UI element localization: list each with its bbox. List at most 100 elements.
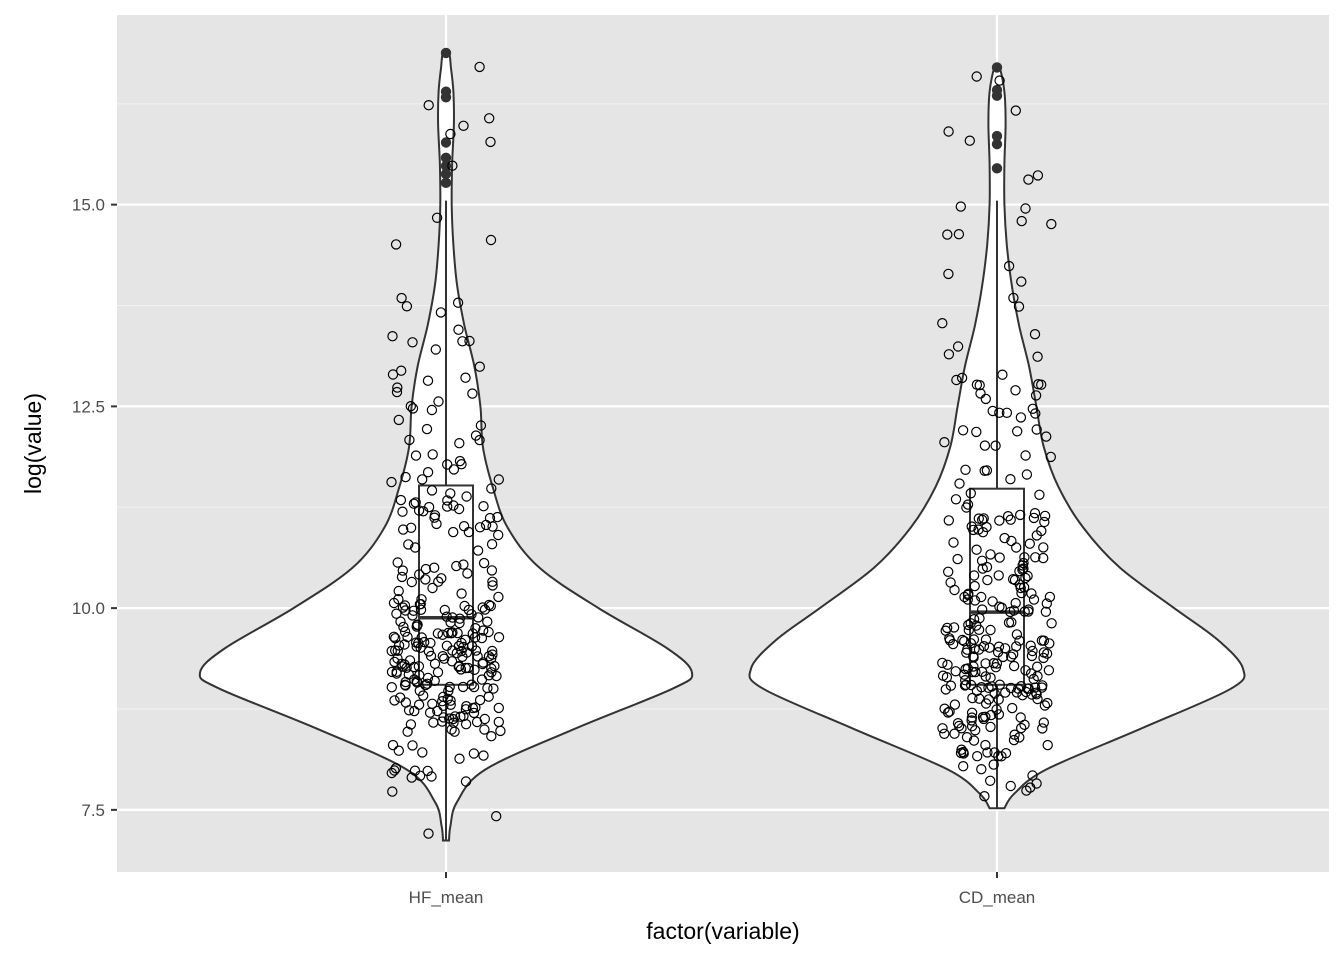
jitter-point [968,634,980,645]
jitter-point [395,692,406,703]
jitter-point [982,747,993,758]
jitter-point [492,511,503,523]
jitter-point [486,483,497,494]
jitter-point [458,521,470,532]
jitter-point [426,404,438,416]
jitter-point [444,681,455,693]
jitter-point [1006,651,1017,663]
jitter-point [968,652,979,663]
jitter-point [1020,203,1031,214]
y-tick-label: 7.5 [81,801,105,820]
jitter-point [460,634,471,646]
jitter-point [413,699,425,710]
jitter-point [1025,668,1037,679]
jitter-point [393,640,405,651]
jitter-point [493,474,504,485]
jitter-point [996,602,1008,613]
jitter-point [474,694,486,706]
jitter-point [1046,218,1057,230]
jitter-point [467,388,478,399]
jitter-point [964,135,976,146]
jitter-point [407,610,418,621]
jitter-point [969,580,980,592]
jitter-point [1038,652,1049,664]
jitter-point [994,407,1005,418]
jitter-point [389,765,400,776]
jitter-point [485,600,496,612]
jitter-point [386,645,397,657]
jitter-point [445,128,456,140]
jitter-point [986,681,997,692]
jitter-point [387,331,398,342]
jitter-point [452,297,464,308]
jitter-point [987,596,998,607]
jitter-point [972,751,983,762]
jitter-point [942,659,953,671]
jitter-point [1019,719,1030,731]
jitter-point [460,776,472,787]
jitter-point [1030,390,1042,401]
jitter-point [962,499,974,510]
jitter-point [417,747,428,758]
jitter-point [1020,450,1031,461]
jitter-point [940,684,952,695]
jitter-point [1020,572,1031,584]
jitter-point [386,682,397,693]
jitter-point [1003,260,1015,272]
jitter-point [949,699,961,710]
jitter-point [1038,542,1049,553]
jitter-point [1023,683,1034,694]
jitter-point [445,699,456,711]
jitter-point [1007,574,1019,585]
jitter-point [454,753,465,764]
jitter-point [445,488,456,499]
jitter-point [485,136,496,148]
jitter-point [971,544,982,555]
jitter-point [455,664,467,675]
jitter-point [466,609,477,620]
jitter-point [388,597,400,609]
jitter-point [451,647,462,659]
jitter-point [1044,638,1055,649]
jitter-point [429,512,440,523]
jitter-point [387,369,399,380]
jitter-point [1031,424,1042,435]
jitter-point [410,497,421,508]
jitter-point [1003,617,1015,628]
jitter-point [943,126,954,137]
jitter-point [966,721,978,732]
jitter-point [396,365,407,376]
jitter-point [1039,510,1051,522]
jitter-point [952,718,964,729]
jitter-point [945,577,956,588]
jitter-point [997,369,1008,380]
jitter-point [407,337,418,348]
jitter-point [1013,301,1025,312]
jitter-point [943,349,955,360]
jitter-point [387,786,398,797]
jitter-point [442,459,453,470]
outlier-point [991,84,1003,96]
jitter-point [974,613,985,624]
jitter-point [469,664,480,676]
jitter-point [447,160,458,171]
jitter-point [943,566,954,578]
jitter-point [489,660,500,672]
jitter-point [942,707,954,718]
jitter-point [389,656,400,668]
jitter-point [1005,682,1017,694]
jitter-point [980,739,991,751]
jitter-point [411,676,422,687]
jitter-point [420,563,432,575]
jitter-point [451,560,462,572]
jitter-point [413,637,424,649]
jitter-point [983,694,995,705]
jitter-point [414,599,426,610]
jitter-point [951,374,962,386]
jitter-point [460,372,471,383]
jitter-point [1039,516,1050,528]
jitter-point [473,612,484,623]
jitter-point [1020,665,1031,676]
jitter-point [442,495,453,506]
jitter-point [1018,563,1029,574]
